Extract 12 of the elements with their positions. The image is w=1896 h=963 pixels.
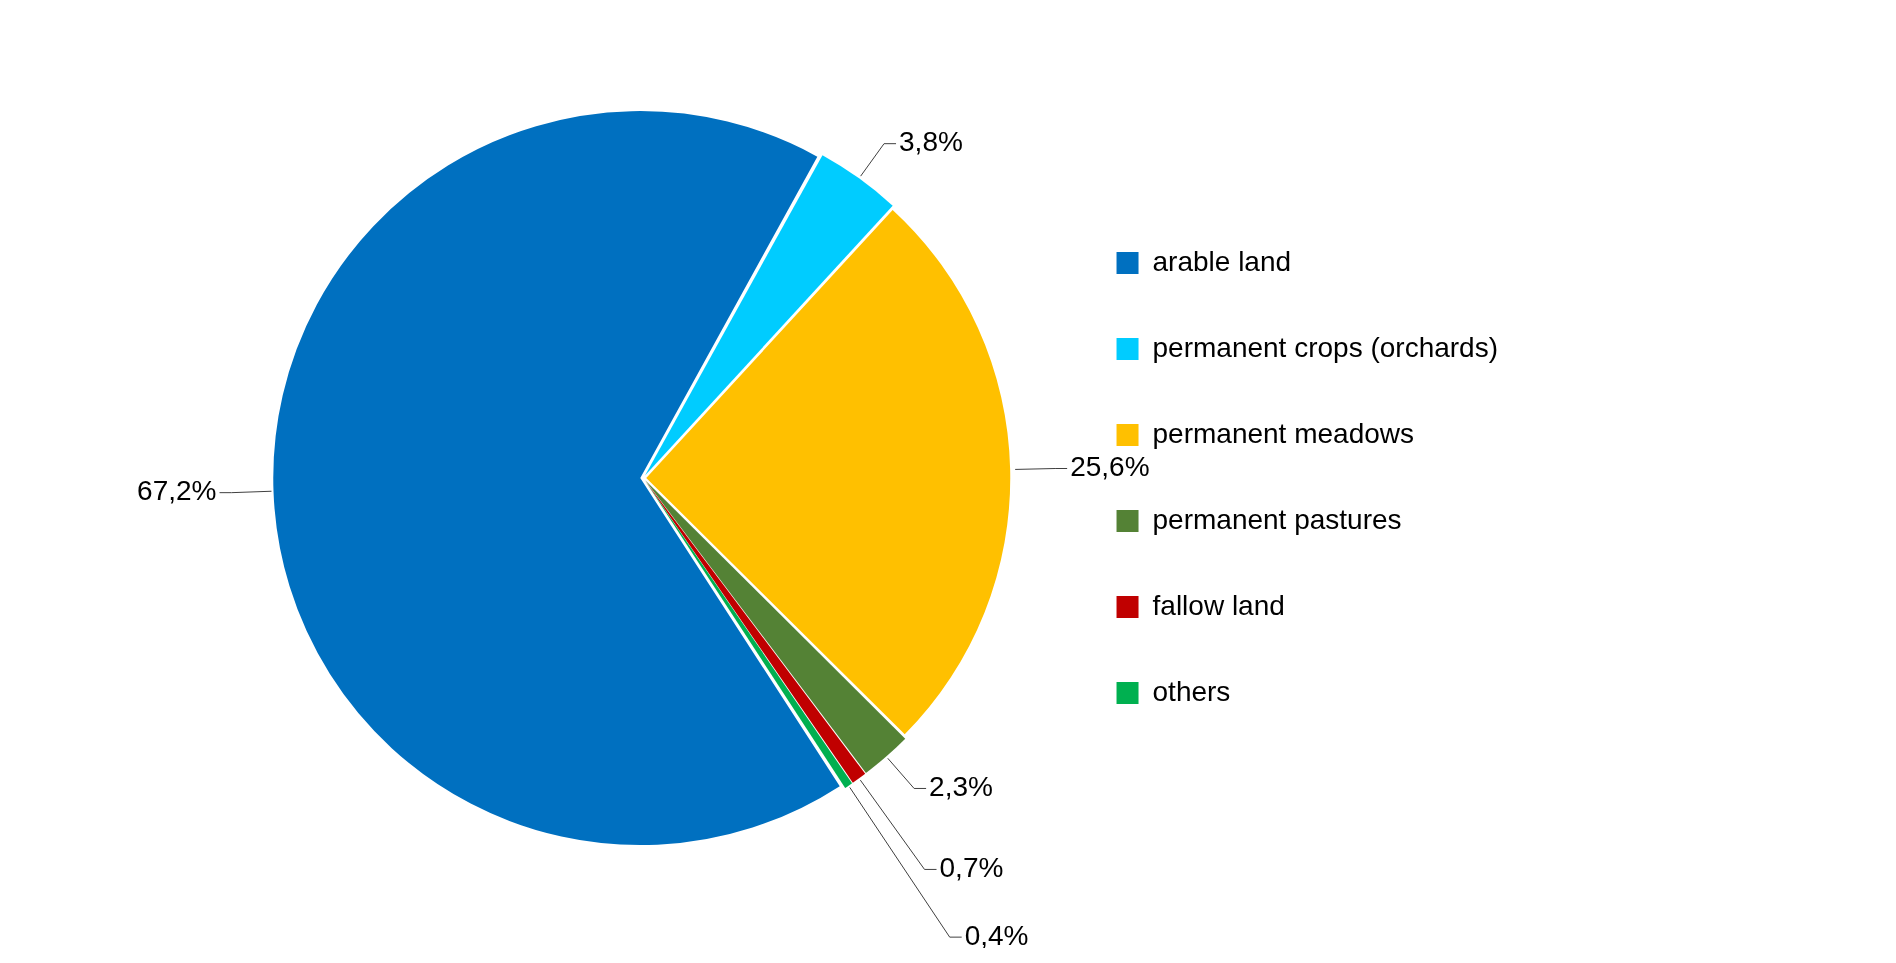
legend-label: others [1152, 675, 1231, 707]
legend-label: arable land [1152, 245, 1292, 277]
legend-label: permanent pastures [1152, 503, 1402, 535]
legend-label: permanent meadows [1152, 417, 1415, 449]
data-label: 2,3% [929, 771, 993, 803]
data-label: 67,2% [137, 475, 217, 507]
legend-label: fallow land [1152, 589, 1285, 621]
data-label: 0,4% [964, 919, 1029, 951]
data-label: 3,8% [899, 126, 963, 158]
data-label: 25,6% [1070, 451, 1150, 483]
data-label: 0,7% [939, 852, 1004, 884]
legend-label: permanent crops (orchards) [1152, 331, 1499, 363]
